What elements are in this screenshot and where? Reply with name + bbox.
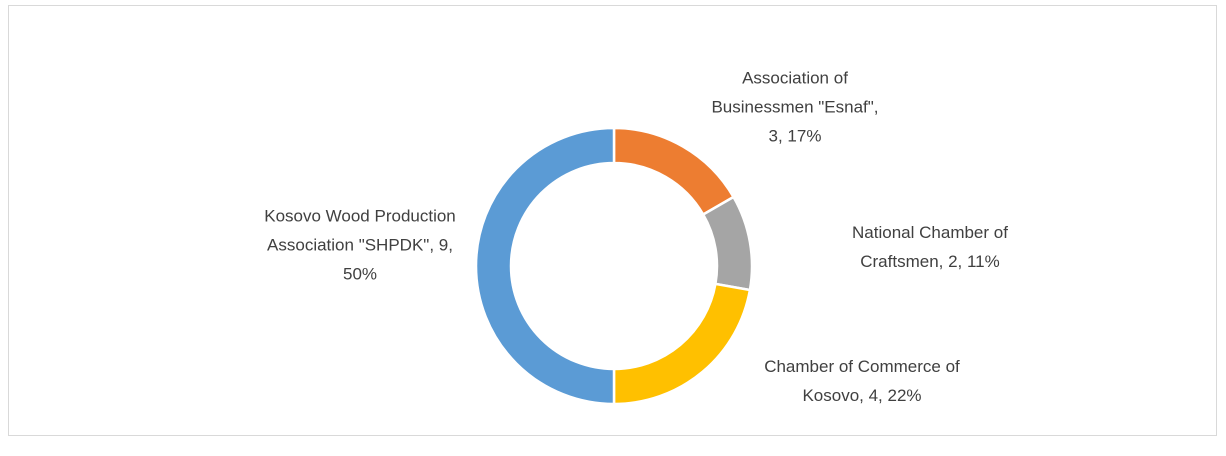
data-label: Kosovo Wood Production Association "SHPD… bbox=[264, 206, 456, 284]
chart-frame bbox=[8, 5, 1217, 436]
donut-slice bbox=[474, 126, 616, 406]
donut-slice bbox=[701, 195, 754, 292]
data-label: Association of Businessmen "Esnaf", 3, 1… bbox=[711, 68, 879, 146]
data-label: National Chamber of Craftsmen, 2, 11% bbox=[852, 223, 1008, 271]
donut-slice bbox=[612, 282, 752, 406]
data-label: Chamber of Commerce of Kosovo, 4, 22% bbox=[764, 357, 960, 405]
